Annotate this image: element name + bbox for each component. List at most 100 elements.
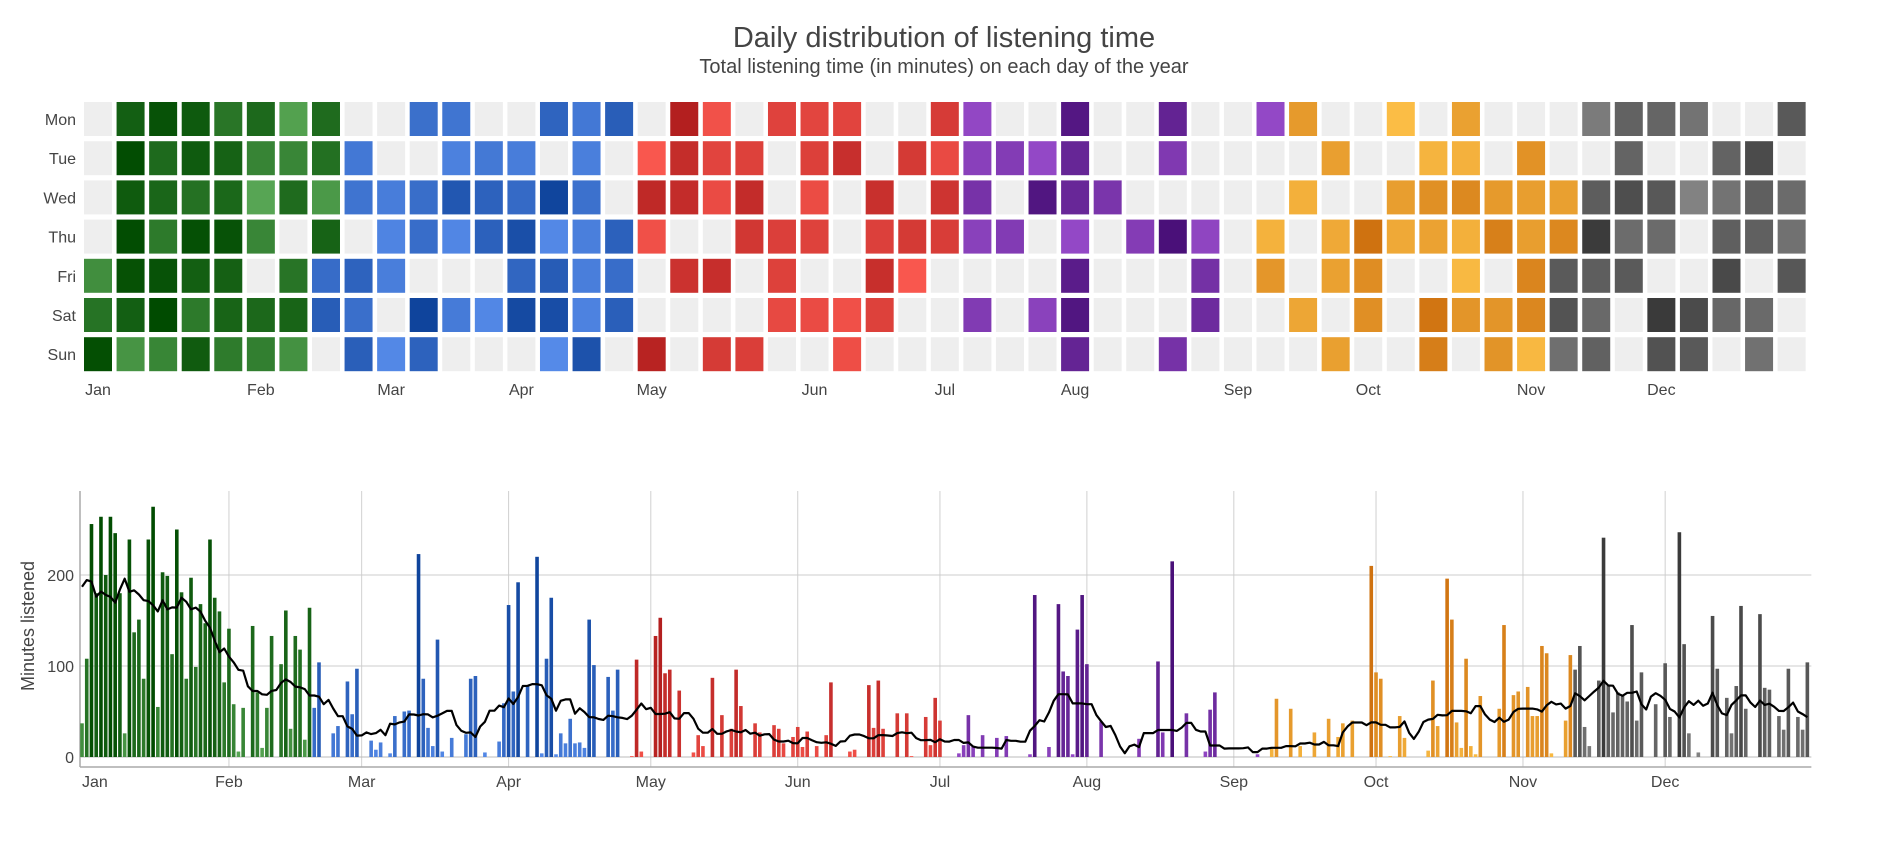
heatmap-cell	[1158, 258, 1187, 293]
bar	[212, 597, 217, 757]
bar	[1663, 663, 1667, 757]
heatmap-cell	[442, 298, 471, 332]
heatmap-cell	[865, 102, 894, 136]
bar	[1061, 671, 1065, 757]
bar	[1710, 615, 1715, 757]
heatmap-cell	[442, 258, 471, 293]
heatmap-cell	[279, 219, 308, 254]
heatmap-cell	[995, 141, 1024, 176]
heatmap-cell	[442, 180, 471, 215]
heatmap-cell	[605, 180, 634, 215]
heatmap-cell	[1777, 258, 1806, 293]
heatmap-cell	[1289, 141, 1318, 176]
heatmap-cell	[279, 258, 308, 293]
heatmap-cell	[1191, 337, 1220, 372]
bar	[848, 751, 852, 757]
bar	[1454, 722, 1459, 757]
heatmap-cell	[865, 298, 894, 332]
bar	[284, 610, 288, 757]
bar	[1288, 708, 1293, 757]
x-tick-label: Aug	[1073, 774, 1101, 791]
heatmap-cell	[84, 102, 112, 136]
heatmap-cell	[1223, 298, 1252, 332]
heatmap-cell	[1614, 258, 1643, 293]
bar	[691, 752, 696, 757]
heatmap-cell	[637, 337, 666, 372]
chart-subtitle: Total listening time (in minutes) on eac…	[699, 56, 1189, 78]
heatmap-month-label: Mar	[377, 382, 405, 399]
heatmap-cell	[539, 102, 568, 136]
heatmap-cell	[1679, 298, 1708, 332]
bar	[1426, 750, 1430, 757]
y-axis-title: Minutes listened	[18, 561, 38, 691]
bar	[170, 654, 174, 757]
bar	[1767, 689, 1772, 757]
heatmap-cell	[930, 219, 959, 254]
bar	[146, 539, 151, 757]
heatmap-cell	[1093, 141, 1122, 176]
heatmap-cell	[409, 219, 438, 254]
x-tick-label: May	[636, 774, 666, 791]
heatmap-cell	[149, 102, 178, 136]
heatmap-row-label: Tue	[49, 151, 76, 168]
heatmap-cell	[865, 337, 894, 372]
bar	[208, 539, 212, 757]
bar	[393, 716, 397, 757]
x-tick-label: Mar	[348, 774, 376, 791]
bar	[165, 575, 170, 757]
heatmap-cell	[507, 219, 536, 254]
heatmap-month-label: Oct	[1356, 382, 1381, 399]
chart-title: Daily distribution of listening time	[732, 22, 1156, 54]
heatmap-cell	[833, 180, 862, 215]
bar	[852, 749, 857, 757]
x-tick-label: Jun	[785, 774, 811, 791]
heatmap-cell	[1158, 180, 1187, 215]
heatmap-cell	[1061, 337, 1090, 372]
bar	[189, 577, 193, 757]
bar	[805, 731, 810, 757]
heatmap-cell	[181, 219, 210, 254]
heatmap-cell	[311, 141, 340, 176]
heatmap-cell	[1614, 141, 1643, 176]
heatmap-cell	[1289, 180, 1318, 215]
heatmap-cell	[1419, 337, 1448, 372]
bar	[1341, 723, 1345, 757]
bar	[1677, 532, 1682, 757]
heatmap-cell	[767, 298, 796, 332]
bar	[1729, 733, 1734, 757]
heatmap-cell	[1745, 180, 1774, 215]
bar	[151, 506, 155, 757]
heatmap-cell	[507, 258, 536, 293]
heatmap-cell	[311, 298, 340, 332]
heatmap-cell	[1191, 180, 1220, 215]
heatmap-cell	[1582, 258, 1611, 293]
heatmap-cell	[1549, 141, 1578, 176]
heatmap-cell	[735, 141, 764, 176]
heatmap-cell	[702, 102, 731, 136]
heatmap-cell	[1419, 219, 1448, 254]
heatmap-cell	[800, 298, 829, 332]
heatmap-cell	[344, 258, 373, 293]
rolling-average-line	[81, 577, 1808, 755]
heatmap-cell	[605, 102, 634, 136]
heatmap-cell	[84, 219, 112, 254]
heatmap-cell	[1614, 298, 1643, 332]
bar	[1075, 629, 1080, 757]
bar	[269, 635, 274, 757]
heatmap-cell	[377, 141, 406, 176]
heatmap-cell	[214, 258, 243, 293]
bar	[298, 649, 302, 757]
heatmap-cell	[572, 180, 601, 215]
heatmap-cell	[1321, 180, 1350, 215]
heatmap-cell	[1191, 141, 1220, 176]
heatmap-cell	[1582, 141, 1611, 176]
heatmap-cell	[1582, 298, 1611, 332]
heatmap-cell	[1386, 219, 1415, 254]
heatmap-cell	[279, 180, 308, 215]
heatmap-cell	[735, 180, 764, 215]
bar	[535, 556, 539, 757]
bar	[1630, 625, 1634, 757]
x-tick-label: Dec	[1651, 774, 1679, 791]
bar	[1530, 716, 1535, 757]
heatmap-cell	[898, 337, 927, 372]
